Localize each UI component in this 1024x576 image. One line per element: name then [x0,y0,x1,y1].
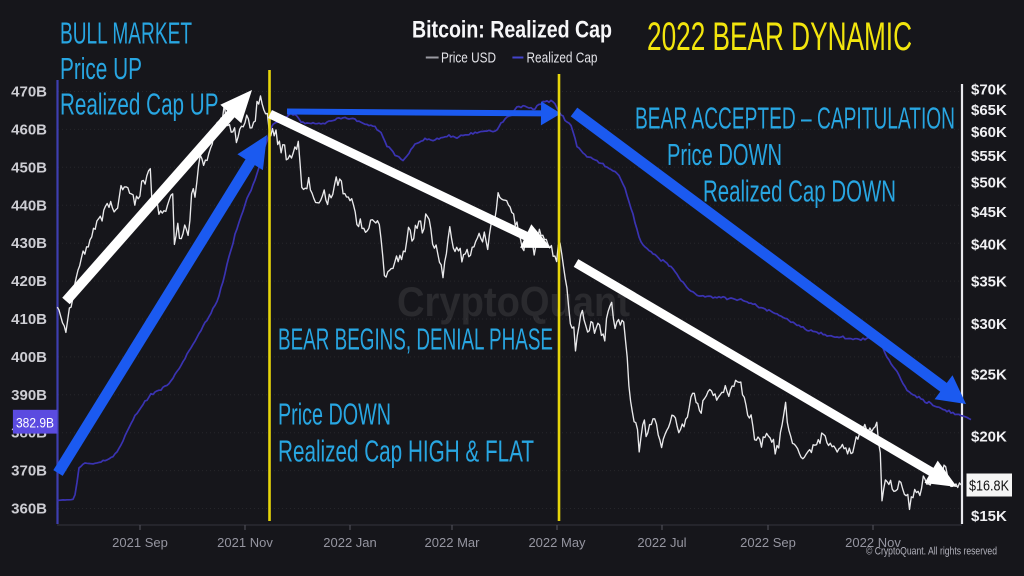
svg-text:400B: 400B [11,349,47,366]
svg-text:370B: 370B [11,463,47,480]
svg-text:2022 Nov: 2022 Nov [845,535,901,550]
svg-text:$16.8K: $16.8K [969,479,1009,495]
svg-text:382.9B: 382.9B [16,415,54,431]
svg-text:Realized Cap UP: Realized Cap UP [60,87,219,122]
svg-text:440B: 440B [11,197,47,214]
svg-text:$65K: $65K [971,102,1007,119]
svg-text:2022 Mar: 2022 Mar [425,535,481,550]
svg-text:Price DOWN: Price DOWN [667,137,782,172]
svg-text:420B: 420B [11,273,47,290]
svg-text:Realized Cap DOWN: Realized Cap DOWN [703,174,896,209]
svg-text:410B: 410B [11,311,47,328]
svg-text:Realized Cap HIGH & FLAT: Realized Cap HIGH & FLAT [278,434,534,469]
svg-text:$40K: $40K [971,236,1007,253]
svg-text:© CryptoQuant. All rights rese: © CryptoQuant. All rights reserved [866,546,997,558]
svg-text:2021 Sep: 2021 Sep [112,535,168,550]
svg-text:$60K: $60K [971,124,1007,141]
svg-text:BEAR BEGINS, DENIAL PHASE: BEAR BEGINS, DENIAL PHASE [278,322,553,357]
svg-text:390B: 390B [11,387,47,404]
svg-text:Bitcoin: Realized Cap: Bitcoin: Realized Cap [412,17,612,44]
svg-text:BEAR ACCEPTED – CAPITULATION: BEAR ACCEPTED – CAPITULATION [635,101,955,136]
svg-text:$55K: $55K [971,148,1007,165]
svg-text:$70K: $70K [971,81,1007,98]
svg-text:$35K: $35K [971,273,1007,290]
svg-text:$25K: $25K [971,367,1007,384]
svg-text:2022 BEAR DYNAMIC: 2022 BEAR DYNAMIC [647,15,912,59]
svg-text:450B: 450B [11,159,47,176]
svg-text:2022 May: 2022 May [528,535,586,550]
svg-text:430B: 430B [11,235,47,252]
svg-text:$20K: $20K [971,428,1007,445]
svg-text:BULL MARKET: BULL MARKET [60,16,192,51]
svg-text:CryptoQuant: CryptoQuant [397,278,630,325]
svg-text:$15K: $15K [971,508,1007,525]
svg-text:360B: 360B [11,501,47,518]
svg-text:460B: 460B [11,121,47,138]
svg-text:$50K: $50K [971,175,1007,192]
svg-text:Realized Cap: Realized Cap [527,51,598,67]
svg-text:2021 Nov: 2021 Nov [217,535,273,550]
svg-text:2022 Sep: 2022 Sep [740,535,796,550]
svg-text:Price USD: Price USD [441,51,496,67]
svg-text:$45K: $45K [971,204,1007,221]
svg-text:2022 Jul: 2022 Jul [637,535,686,550]
svg-text:Price DOWN: Price DOWN [278,397,391,432]
svg-text:$30K: $30K [971,316,1007,333]
svg-text:470B: 470B [11,84,47,101]
svg-text:Price UP: Price UP [60,51,142,86]
svg-text:2022 Jan: 2022 Jan [323,535,377,550]
